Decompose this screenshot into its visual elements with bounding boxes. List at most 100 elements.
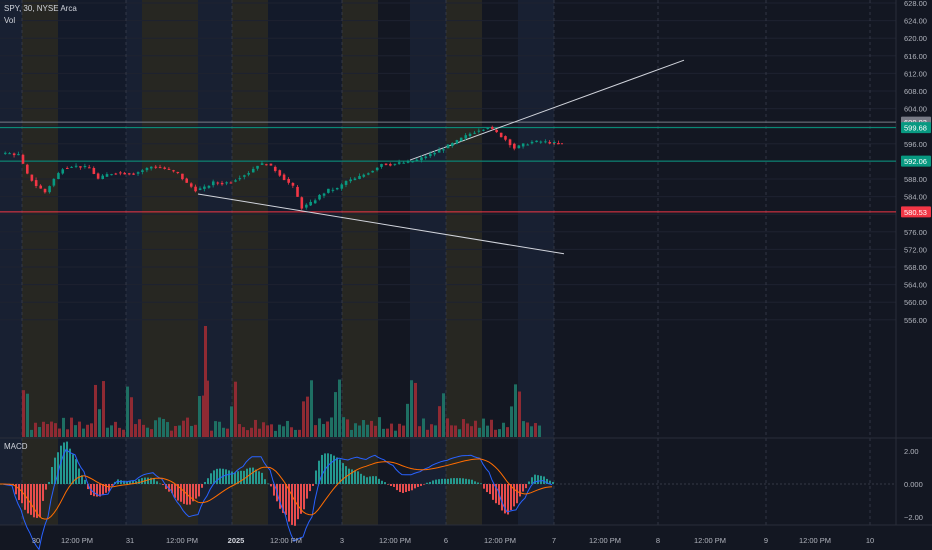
macd-histogram-bar <box>240 470 242 484</box>
candle <box>442 147 445 153</box>
volume-bar <box>474 420 477 437</box>
volume-bar <box>166 422 169 437</box>
volume-label: Vol <box>4 16 16 25</box>
macd-histogram-bar <box>285 484 287 515</box>
candle <box>349 177 352 184</box>
macd-histogram-bar <box>78 468 80 484</box>
volume-bar <box>454 425 457 437</box>
session-band <box>0 0 22 525</box>
symbol-title[interactable]: SPY, 30, NYSE Arca <box>4 4 77 13</box>
macd-histogram-bar <box>291 484 293 525</box>
volume-bar <box>446 418 449 437</box>
level-price-tag: 599.68 <box>901 122 931 134</box>
volume-bar <box>462 419 465 437</box>
candle <box>433 150 436 157</box>
price-tick-label: 608.00 <box>904 87 927 96</box>
volume-bar <box>38 427 41 437</box>
macd-histogram-bar <box>159 483 161 485</box>
macd-histogram-bar <box>216 468 218 484</box>
macd-histogram-bar <box>225 469 227 484</box>
macd-histogram-bar <box>402 484 404 493</box>
volume-bar <box>182 420 185 437</box>
time-axis: 30 12:00 PM 31 12:00 PM 2025 12:00 PM 3 12:00 P… <box>32 536 874 545</box>
candle <box>145 167 149 173</box>
candle <box>353 176 357 181</box>
macd-histogram-bar <box>351 469 353 484</box>
candle <box>451 142 454 148</box>
macd-histogram-bar <box>516 484 518 504</box>
macd-histogram-bar <box>321 454 323 484</box>
macd-histogram-bar <box>177 484 179 501</box>
volume-bar <box>30 429 33 437</box>
volume-bar <box>78 421 81 437</box>
macd-histogram-bar <box>54 457 56 484</box>
volume-bar <box>310 380 313 437</box>
candle <box>530 140 534 145</box>
macd-histogram-bar <box>180 484 182 502</box>
macd-histogram-bar <box>306 484 308 499</box>
macd-histogram-bar <box>387 484 389 485</box>
candle <box>101 174 105 180</box>
volume-bar <box>146 427 149 437</box>
macd-histogram-bar <box>435 479 437 484</box>
volume-bar <box>506 427 509 437</box>
candle <box>305 203 308 210</box>
macd-histogram-bar <box>309 484 311 492</box>
volume-bar <box>142 424 145 437</box>
volume-bar <box>482 418 485 437</box>
time-tick-label: 10 <box>866 536 874 545</box>
candle <box>203 184 206 192</box>
macd-histogram-bar <box>327 453 329 484</box>
volume-bar <box>494 429 497 437</box>
macd-histogram-bar <box>318 460 320 484</box>
macd-tick-label: −2.00 <box>904 513 923 522</box>
candle <box>211 179 215 188</box>
macd-histogram-bar <box>102 484 104 495</box>
price-tick-label: 584.00 <box>904 193 927 202</box>
candle <box>499 132 503 138</box>
macd-histogram-bar <box>42 484 44 501</box>
volume-bar <box>102 381 105 437</box>
macd-tick-label: 0.000 <box>904 480 923 489</box>
macd-histogram-bar <box>420 484 422 486</box>
candle <box>389 162 392 167</box>
candle <box>256 165 259 171</box>
candle <box>521 143 525 149</box>
macd-histogram-bar <box>288 484 290 522</box>
candle <box>380 163 383 169</box>
candle <box>296 185 299 197</box>
price-tick-label: 616.00 <box>904 52 927 61</box>
macd-histogram-bar <box>315 470 317 484</box>
candle <box>181 173 184 181</box>
macd-histogram-bar <box>204 481 206 484</box>
volume-bar <box>118 427 121 437</box>
macd-histogram-bar <box>99 484 101 497</box>
candle <box>406 159 410 164</box>
macd-histogram-bar <box>345 466 347 484</box>
candle <box>92 166 96 175</box>
macd-label[interactable]: MACD <box>4 442 28 451</box>
macd-histogram-bar <box>333 455 335 484</box>
volume-bar <box>22 390 25 437</box>
macd-histogram-bar <box>255 469 257 484</box>
macd-histogram-bar <box>207 478 209 484</box>
session-band <box>58 0 126 525</box>
volume-bar <box>110 425 113 437</box>
volume-bar <box>330 417 333 437</box>
volume-bar <box>306 396 309 437</box>
candle <box>397 159 401 165</box>
candle <box>21 153 25 164</box>
time-tick-label: 12:00 PM <box>589 536 621 545</box>
candle <box>119 171 122 176</box>
macd-histogram-bar <box>132 480 134 484</box>
volume-bar <box>218 421 221 437</box>
volume-bar <box>498 429 501 437</box>
macd-histogram-bar <box>492 484 494 500</box>
volume-bar <box>366 424 369 437</box>
level-price-label: 599.68 <box>904 124 927 133</box>
candle <box>247 171 250 177</box>
volume-bar <box>134 424 137 437</box>
volume-bar <box>510 406 513 437</box>
candle <box>548 140 552 145</box>
